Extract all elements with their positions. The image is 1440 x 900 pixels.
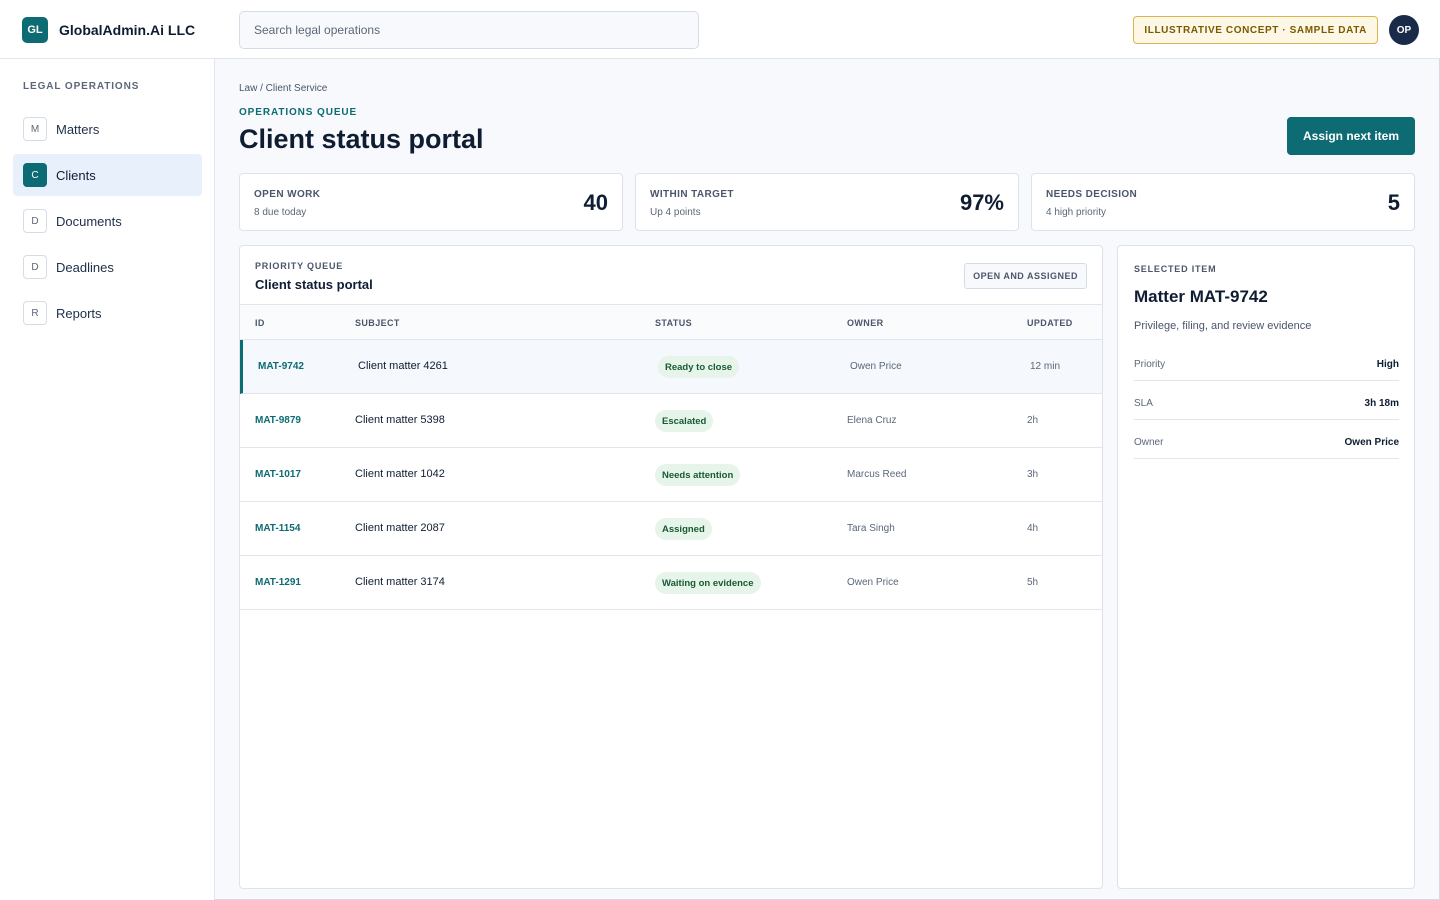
assign-next-item-button[interactable]: Assign next item bbox=[1287, 117, 1415, 155]
detail-description: Privilege, filing, and review evidence bbox=[1134, 320, 1312, 332]
stat-card-needs-decision: NEEDS DECISION 4 high priority 5 bbox=[1031, 173, 1415, 231]
row-subject: Client matter 1042 bbox=[355, 468, 445, 480]
brand[interactable]: GL GlobalAdmin.Ai LLC bbox=[22, 17, 195, 43]
table-row[interactable]: MAT-1017 Client matter 1042 Needs attent… bbox=[240, 448, 1102, 502]
row-owner: Marcus Reed bbox=[847, 469, 907, 480]
stat-card-open-work: OPEN WORK 8 due today 40 bbox=[239, 173, 623, 231]
detail-field-priority: Priority High bbox=[1134, 342, 1399, 381]
row-id-link[interactable]: MAT-1017 bbox=[255, 469, 301, 480]
sidebar-title: LEGAL OPERATIONS bbox=[23, 81, 140, 92]
queue-title: Client status portal bbox=[255, 277, 373, 292]
table-row[interactable]: MAT-9879 Client matter 5398 Escalated El… bbox=[240, 394, 1102, 448]
brand-name: GlobalAdmin.Ai LLC bbox=[59, 22, 196, 38]
table-header: ID SUBJECT STATUS OWNER UPDATED bbox=[240, 304, 1102, 340]
detail-fields: Priority High SLA 3h 18m Owner Owen Pric… bbox=[1134, 342, 1399, 459]
column-header-subject[interactable]: SUBJECT bbox=[355, 318, 400, 328]
sidebar-item-matters[interactable]: M Matters bbox=[13, 108, 202, 150]
status-badge: Escalated bbox=[655, 410, 714, 432]
detail-field-owner: Owner Owen Price bbox=[1134, 420, 1399, 459]
status-badge: Assigned bbox=[655, 518, 712, 540]
table-row[interactable]: MAT-9742 Client matter 4261 Ready to clo… bbox=[240, 340, 1102, 394]
deadlines-icon: D bbox=[23, 255, 47, 279]
row-updated: 2h bbox=[1027, 415, 1039, 426]
stat-subtext: Up 4 points bbox=[650, 207, 701, 218]
sidebar-item-label: Documents bbox=[56, 213, 122, 229]
detail-eyebrow: SELECTED ITEM bbox=[1134, 264, 1217, 274]
stat-value: 97% bbox=[959, 190, 1004, 215]
sidebar-item-reports[interactable]: R Reports bbox=[13, 292, 202, 334]
detail-title: Matter MAT-9742 bbox=[1134, 287, 1268, 306]
field-label: Owner bbox=[1134, 437, 1164, 448]
brand-logo: GL bbox=[22, 17, 48, 43]
field-label: Priority bbox=[1134, 359, 1166, 370]
stat-card-within-target: WITHIN TARGET Up 4 points 97% bbox=[635, 173, 1019, 231]
row-owner: Tara Singh bbox=[847, 523, 895, 534]
column-header-owner[interactable]: OWNER bbox=[847, 318, 884, 328]
reports-icon: R bbox=[23, 301, 47, 325]
status-badge: Ready to close bbox=[658, 356, 740, 378]
breadcrumb[interactable]: Law / Client Service bbox=[239, 83, 328, 94]
sidebar-item-clients[interactable]: C Clients bbox=[13, 154, 202, 196]
sidebar-nav: M Matters C Clients D Documents D Deadli… bbox=[13, 108, 202, 338]
sidebar-item-label: Clients bbox=[56, 167, 96, 183]
documents-icon: D bbox=[23, 209, 47, 233]
field-value: Owen Price bbox=[1344, 437, 1399, 448]
top-bar: GL GlobalAdmin.Ai LLC ILLUSTRATIVE CONCE… bbox=[0, 0, 1440, 59]
stat-label: NEEDS DECISION bbox=[1046, 189, 1138, 200]
stat-subtext: 8 due today bbox=[254, 207, 307, 218]
queue-eyebrow: PRIORITY QUEUE bbox=[255, 261, 344, 271]
matters-icon: M bbox=[23, 117, 47, 141]
column-header-updated[interactable]: UPDATED bbox=[1027, 318, 1073, 328]
row-subject: Client matter 4261 bbox=[358, 360, 448, 372]
row-id-link[interactable]: MAT-9742 bbox=[258, 361, 304, 372]
row-id-link[interactable]: MAT-1291 bbox=[255, 577, 301, 588]
row-owner: Owen Price bbox=[847, 577, 899, 588]
stat-label: OPEN WORK bbox=[254, 189, 321, 200]
stat-value: 5 bbox=[1387, 190, 1400, 215]
sidebar-item-documents[interactable]: D Documents bbox=[13, 200, 202, 242]
row-id-link[interactable]: MAT-9879 bbox=[255, 415, 301, 426]
queue-filter-button[interactable]: OPEN AND ASSIGNED bbox=[964, 263, 1087, 289]
sidebar-item-deadlines[interactable]: D Deadlines bbox=[13, 246, 202, 288]
field-label: SLA bbox=[1134, 398, 1153, 409]
row-updated: 4h bbox=[1027, 523, 1039, 534]
sidebar-item-label: Deadlines bbox=[56, 259, 114, 275]
row-updated: 3h bbox=[1027, 469, 1039, 480]
row-owner: Elena Cruz bbox=[847, 415, 897, 426]
selected-item-panel: SELECTED ITEM Matter MAT-9742 Privilege,… bbox=[1117, 245, 1415, 889]
clients-icon: C bbox=[23, 163, 47, 187]
stat-label: WITHIN TARGET bbox=[650, 189, 734, 200]
priority-queue-panel: PRIORITY QUEUE Client status portal OPEN… bbox=[239, 245, 1103, 889]
column-header-status[interactable]: STATUS bbox=[655, 318, 693, 328]
status-badge: Needs attention bbox=[655, 464, 741, 486]
search-input[interactable] bbox=[239, 11, 699, 49]
user-avatar[interactable]: OP bbox=[1389, 15, 1419, 45]
row-updated: 12 min bbox=[1030, 361, 1061, 372]
status-badge: Waiting on evidence bbox=[655, 572, 761, 594]
stat-value: 40 bbox=[583, 190, 608, 215]
stat-subtext: 4 high priority bbox=[1046, 207, 1107, 218]
sidebar: LEGAL OPERATIONS M Matters C Clients D D… bbox=[0, 59, 215, 900]
concept-badge: ILLUSTRATIVE CONCEPT · SAMPLE DATA bbox=[1133, 16, 1378, 44]
sidebar-item-label: Matters bbox=[56, 121, 100, 137]
table-row[interactable]: MAT-1291 Client matter 3174 Waiting on e… bbox=[240, 556, 1102, 610]
page-eyebrow: OPERATIONS QUEUE bbox=[239, 107, 358, 118]
detail-field-sla: SLA 3h 18m bbox=[1134, 381, 1399, 420]
row-subject: Client matter 5398 bbox=[355, 414, 445, 426]
table-row[interactable]: MAT-1154 Client matter 2087 Assigned Tar… bbox=[240, 502, 1102, 556]
table-body: MAT-9742 Client matter 4261 Ready to clo… bbox=[240, 340, 1102, 610]
row-updated: 5h bbox=[1027, 577, 1039, 588]
row-id-link[interactable]: MAT-1154 bbox=[255, 523, 301, 534]
page-title: Client status portal bbox=[239, 124, 484, 154]
row-subject: Client matter 2087 bbox=[355, 522, 445, 534]
field-value: 3h 18m bbox=[1364, 398, 1399, 409]
row-subject: Client matter 3174 bbox=[355, 576, 445, 588]
sidebar-item-label: Reports bbox=[56, 305, 102, 321]
field-value: High bbox=[1376, 359, 1399, 370]
row-owner: Owen Price bbox=[850, 361, 902, 372]
column-header-id[interactable]: ID bbox=[255, 318, 265, 328]
